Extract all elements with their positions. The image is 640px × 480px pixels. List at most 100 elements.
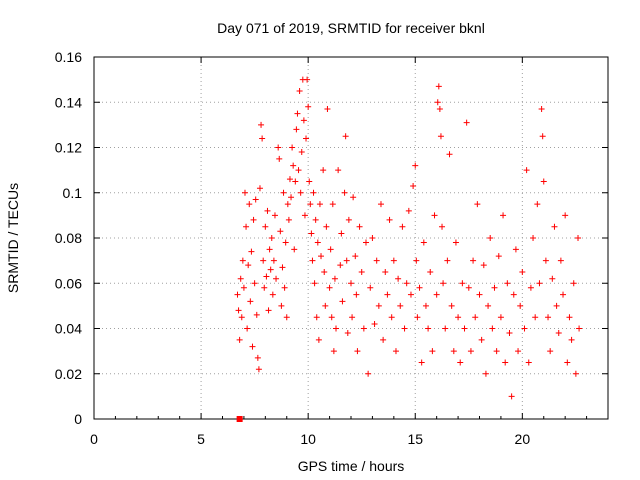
data-point [512,246,519,253]
data-point [234,291,241,298]
data-point [367,284,374,291]
data-point [259,135,266,142]
zero-point [236,416,243,422]
data-point [414,314,421,321]
data-point [568,336,575,343]
data-point [517,302,524,309]
data-point [440,280,447,287]
data-point [239,257,246,264]
data-point [422,302,429,309]
data-point [273,275,280,282]
data-point [322,302,329,309]
data-point [399,223,406,230]
data-point [314,239,321,246]
data-point [250,216,257,223]
data-point [510,291,517,298]
data-point [405,207,412,214]
data-point [303,135,310,142]
data-point [527,284,534,291]
data-point [491,284,498,291]
data-point [267,266,274,273]
data-point [260,257,267,264]
data-point [448,302,455,309]
data-point [338,230,345,237]
data-point [240,284,247,291]
data-point [354,348,361,355]
data-point [403,280,410,287]
data-point [281,284,288,291]
data-point [345,216,352,223]
data-point [335,167,342,174]
data-point [245,262,252,269]
data-point [282,239,289,246]
data-point [371,320,378,327]
data-point [375,302,382,309]
data-point [261,284,268,291]
data-point [555,330,562,337]
data-point [275,144,282,151]
data-point [348,280,354,287]
data-point [254,354,261,361]
data-point [311,280,318,287]
data-point [551,223,558,230]
data-point [431,212,438,219]
data-point [435,83,442,90]
data-point [248,248,255,255]
data-point [263,273,270,280]
data-point [564,359,571,366]
data-point [502,359,509,366]
data-point [235,307,242,314]
data-point [262,223,269,230]
axis-ticks: 0 0.02 0.04 0.06 0.08 0.1 0.12 0.14 0.16 0 5 10 15 20 [55,49,608,447]
data-point [420,239,427,246]
data-point [339,298,346,305]
data-point [433,291,440,298]
data-point [269,291,276,298]
data-point [465,284,472,291]
data-point [238,314,245,321]
data-point [504,280,511,287]
data-point [450,348,457,355]
data-point [249,343,256,350]
data-point [276,155,283,162]
data-point [297,189,304,196]
data-point [485,302,492,309]
data-point [452,239,459,246]
data-point [310,189,317,196]
data-point [256,185,263,192]
data-point [271,212,278,219]
data-point [437,133,444,140]
data-point [576,325,583,332]
data-point [575,235,582,241]
data-point [500,212,507,219]
data-point [258,121,265,128]
data-point [333,325,340,332]
data-point [463,119,470,126]
data-points [234,76,583,422]
data-point [457,359,464,366]
data-point [241,189,248,196]
data-point [253,311,260,318]
data-point [553,302,560,309]
data-point [388,314,395,321]
data-point [313,314,320,321]
data-point [557,257,564,264]
y-tick-label: 0.08 [55,230,82,246]
data-point [315,336,322,343]
data-point [478,336,485,343]
data-point [416,284,423,291]
data-point [358,268,365,275]
data-point [307,201,314,208]
data-point [377,201,384,208]
data-point [566,314,573,321]
data-point [532,314,539,321]
data-point [255,366,262,373]
data-point [362,239,369,246]
data-point [427,268,434,275]
data-point [429,348,436,355]
data-point [493,348,500,355]
data-point [321,268,328,275]
data-point [278,302,285,309]
